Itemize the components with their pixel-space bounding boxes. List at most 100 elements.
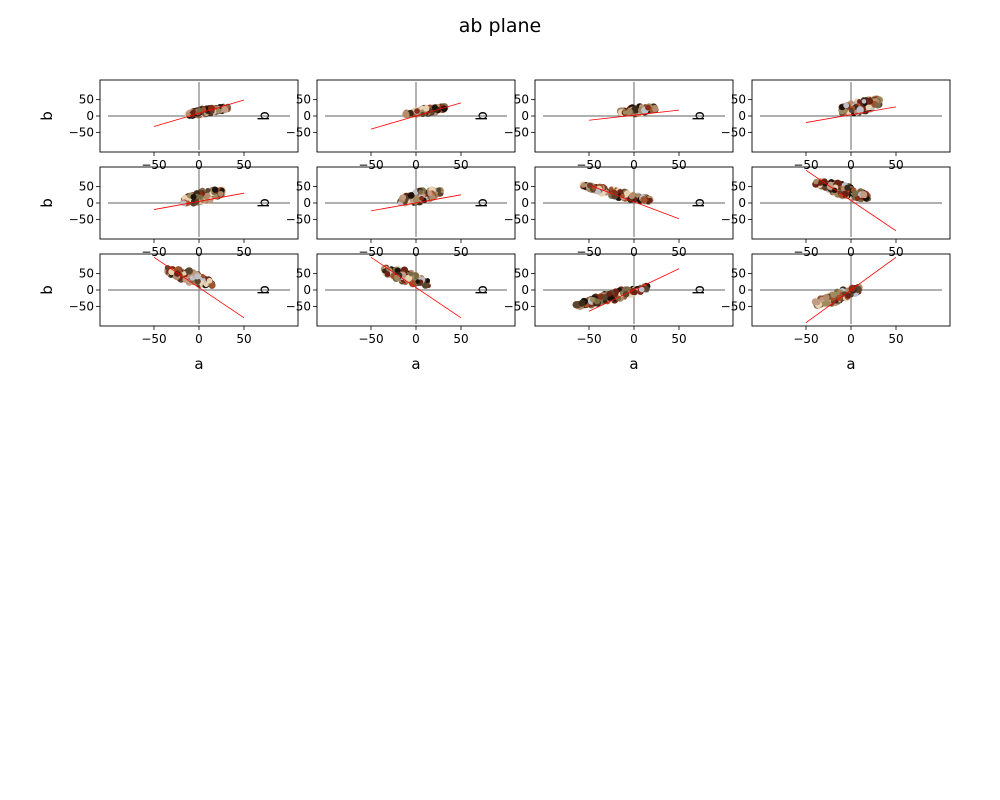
x-tick-label: −50 — [793, 332, 818, 346]
plot-area — [325, 82, 507, 150]
plot-area — [543, 169, 725, 237]
data-point — [407, 192, 415, 199]
y-tick-label: 0 — [303, 283, 311, 297]
data-point — [854, 195, 861, 201]
plot-area — [108, 256, 290, 324]
data-point — [211, 186, 219, 193]
x-tick-label: 50 — [888, 332, 903, 346]
data-point — [405, 274, 413, 282]
x-tick-label: 50 — [671, 158, 686, 172]
y-tick-label: −50 — [504, 299, 529, 313]
x-tick-label: −50 — [358, 245, 383, 259]
data-point — [822, 293, 830, 301]
data-point — [821, 178, 828, 185]
x-tick-label: 50 — [888, 158, 903, 172]
fit-line — [370, 102, 462, 130]
y-axis-label: b — [690, 198, 708, 208]
data-point — [400, 194, 407, 201]
panel-2: −50 0 50 −50 0 50 b — [255, 79, 516, 172]
x-tick-label: 0 — [195, 245, 203, 259]
point-cloud — [163, 264, 216, 289]
panel-7: −50 0 50 −50 0 50 b — [473, 166, 734, 259]
data-point — [215, 108, 222, 114]
x-tick-label: 50 — [236, 332, 251, 346]
data-point — [589, 297, 596, 303]
x-tick-label: 0 — [630, 158, 638, 172]
y-tick-label: 50 — [79, 180, 94, 194]
data-point — [203, 282, 209, 288]
x-tick-label: 0 — [847, 332, 855, 346]
x-tick-label: 0 — [195, 332, 203, 346]
y-axis-label: b — [473, 111, 491, 121]
x-tick-label: 0 — [630, 332, 638, 346]
fit-line — [805, 256, 897, 324]
plot-area — [325, 169, 507, 237]
point-cloud — [616, 103, 659, 118]
data-point — [436, 187, 442, 193]
y-tick-label: 0 — [738, 109, 746, 123]
data-point — [209, 282, 216, 289]
x-axis-label: a — [411, 355, 420, 373]
data-point — [578, 299, 586, 307]
data-point — [856, 106, 864, 114]
data-point — [168, 268, 175, 276]
plot-area — [760, 256, 942, 324]
point-cloud — [380, 264, 431, 289]
data-point — [595, 188, 602, 195]
data-point — [200, 106, 207, 113]
data-point — [194, 273, 201, 280]
y-tick-label: −50 — [504, 212, 529, 226]
y-tick-label: −50 — [721, 212, 746, 226]
data-point — [615, 295, 622, 302]
y-tick-label: 50 — [296, 267, 311, 281]
data-point — [580, 182, 587, 188]
panel-11: −50 0 50 −50 0 50 b a — [473, 253, 734, 373]
plot-area — [760, 169, 942, 237]
data-point — [572, 301, 580, 309]
data-point — [817, 180, 823, 186]
panel-6: −50 0 50 −50 0 50 b — [255, 166, 516, 259]
data-point — [204, 192, 210, 199]
y-tick-label: −50 — [69, 212, 94, 226]
data-point — [420, 111, 426, 118]
y-tick-label: 0 — [738, 196, 746, 210]
x-tick-label: −50 — [141, 245, 166, 259]
y-tick-label: −50 — [504, 125, 529, 139]
data-point — [631, 289, 638, 296]
data-point — [841, 190, 849, 198]
data-point — [861, 99, 867, 104]
data-point — [625, 108, 633, 116]
data-point — [843, 102, 850, 109]
x-tick-label: 0 — [847, 245, 855, 259]
x-tick-label: −50 — [358, 332, 383, 346]
fit-line — [805, 106, 897, 123]
data-point — [638, 286, 645, 293]
data-point — [414, 108, 420, 114]
fit-line — [588, 184, 680, 220]
x-tick-label: −50 — [793, 245, 818, 259]
x-tick-label: 0 — [412, 332, 420, 346]
x-tick-label: 50 — [671, 332, 686, 346]
y-tick-label: 0 — [303, 196, 311, 210]
data-point — [221, 105, 229, 113]
data-point — [860, 191, 868, 199]
y-tick-label: 0 — [303, 109, 311, 123]
data-point — [602, 299, 608, 304]
x-tick-label: −50 — [141, 158, 166, 172]
y-tick-label: 0 — [521, 109, 529, 123]
data-point — [815, 300, 821, 306]
panel-9: −50 0 50 −50 0 50 b a — [38, 253, 299, 373]
plot-area — [543, 82, 725, 150]
y-tick-label: 50 — [79, 267, 94, 281]
data-point — [611, 192, 619, 200]
data-point — [190, 193, 197, 200]
y-tick-label: −50 — [286, 299, 311, 313]
y-axis-label: b — [255, 111, 273, 121]
y-tick-label: 0 — [521, 283, 529, 297]
data-point — [643, 285, 650, 293]
y-tick-label: −50 — [721, 299, 746, 313]
y-tick-label: 50 — [514, 93, 529, 107]
y-tick-label: −50 — [286, 125, 311, 139]
data-point — [640, 196, 648, 204]
